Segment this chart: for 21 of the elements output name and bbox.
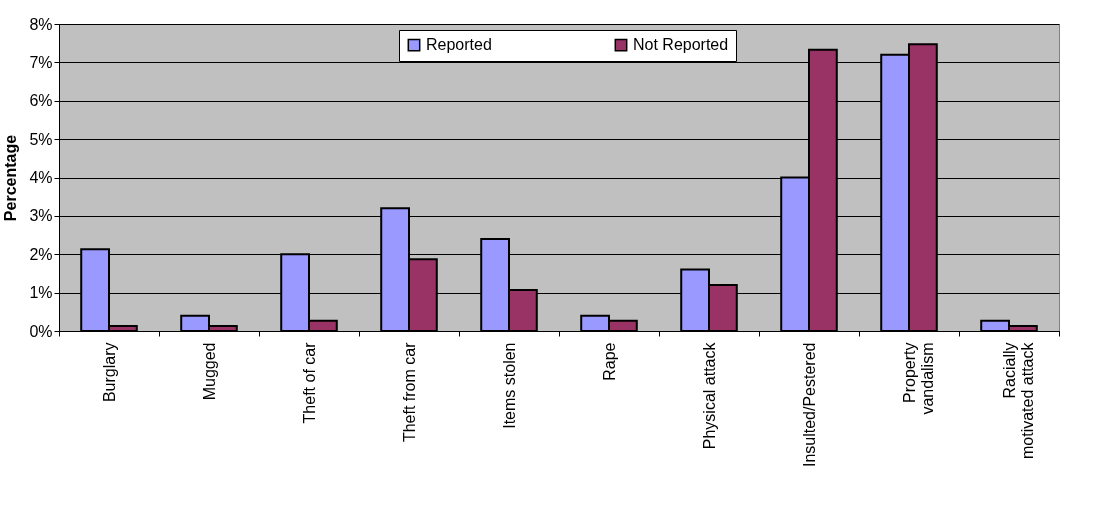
legend-label: Not Reported	[633, 36, 729, 54]
x-tick-label: Burglary	[100, 342, 118, 403]
x-tick-label: Rape	[600, 342, 618, 381]
x-tick-label: Items stolen	[500, 342, 518, 429]
y-tick-label: 4%	[29, 169, 53, 186]
y-tick-label: 8%	[29, 15, 53, 33]
y-tick-label: 5%	[29, 130, 53, 148]
y-tick-label: 1%	[29, 284, 53, 302]
x-tick-label: Insulted/Pestered	[800, 342, 818, 468]
y-tick-label: 7%	[29, 53, 53, 71]
y-tick-label: 0%	[29, 322, 53, 340]
x-tick-label: Theft of car	[300, 341, 318, 424]
y-axis-title: Percentage	[2, 134, 20, 222]
legend-label: Reported	[426, 36, 492, 54]
x-tick-label: Physical attack	[700, 341, 718, 450]
x-tick-label: Property vandalism	[900, 342, 936, 415]
y-tick-label: 6%	[29, 92, 53, 110]
y-tick-label: 2%	[29, 245, 53, 263]
y-tick-label: 3%	[29, 207, 53, 225]
x-tick-label: Mugged	[200, 342, 218, 401]
x-tick-label: Theft from car	[400, 341, 418, 443]
